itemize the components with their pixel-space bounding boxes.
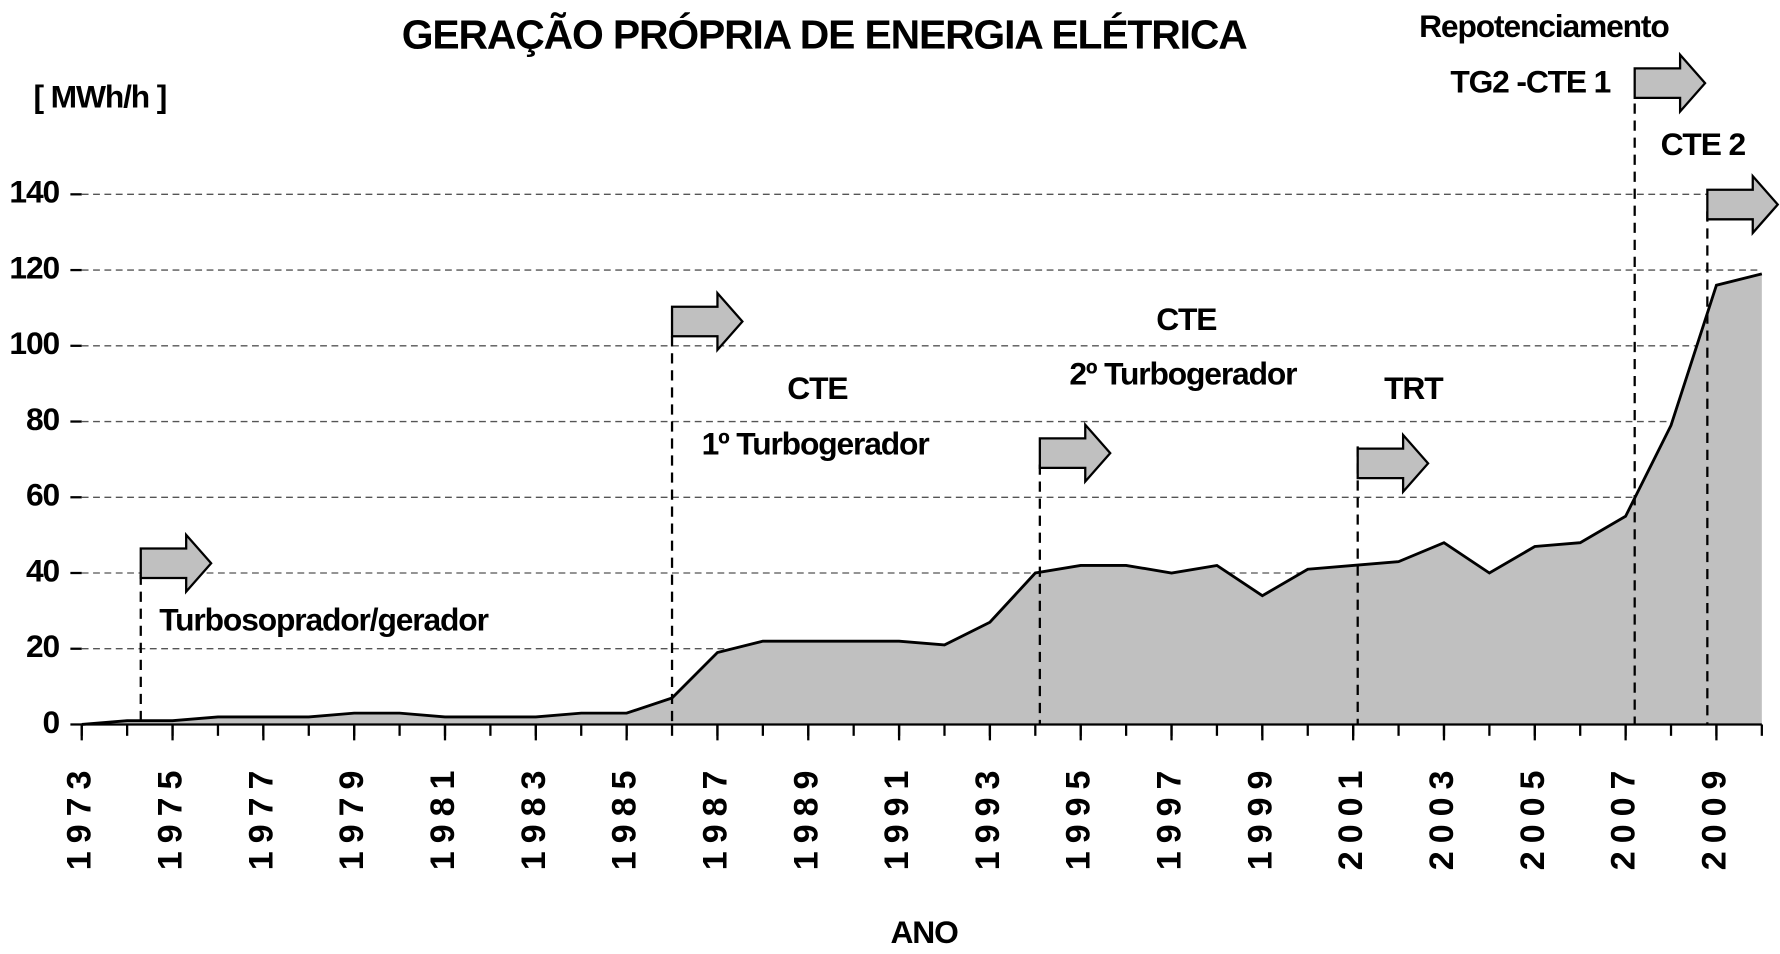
annotation-text: CTE [1156, 301, 1216, 337]
annotation-text: Repotenciamento [1419, 8, 1669, 44]
x-tick-label: 1989 [787, 763, 825, 871]
x-tick-label: 2009 [1695, 763, 1733, 871]
x-tick-label: 1985 [606, 763, 644, 871]
x-tick-label: 1991 [878, 763, 916, 871]
y-tick-label: 80 [26, 401, 60, 437]
line [81, 272, 1763, 726]
x-tick-label: 1995 [1060, 763, 1098, 871]
y-tick-label: 100 [9, 325, 59, 361]
y-tick-label: 40 [26, 552, 60, 588]
y-tick-label: 140 [9, 174, 59, 210]
y-tick-label: 20 [26, 628, 60, 664]
area [81, 273, 1762, 725]
annotation-text: 1º Turbogerador [702, 426, 930, 462]
y-tick-label: 0 [42, 704, 59, 740]
annotation-text: Turbosoprador/gerador [159, 602, 488, 638]
y-axis-label: [ MWh/h ] [34, 78, 167, 114]
event-arrow [1706, 173, 1780, 236]
x-tick-label: 1983 [515, 763, 553, 871]
x-tick-label: 1999 [1241, 763, 1279, 871]
x-tick-label: 1987 [696, 763, 734, 871]
y-tick-label: 60 [26, 477, 60, 513]
annotation-text: CTE [787, 370, 847, 406]
annotation-text: 2º Turbogerador [1069, 355, 1297, 391]
x-tick-label: 1997 [1151, 763, 1189, 871]
x-tick-label: 1979 [333, 763, 371, 871]
chart-title: GERAÇÃO PRÓPRIA DE ENERGIA ELÉTRICA [402, 11, 1247, 57]
annotation-text: TG2 -CTE 1 [1450, 64, 1610, 100]
x-axis-label: ANO [890, 914, 958, 950]
x-tick-label: 1981 [424, 763, 462, 871]
event-arrow [139, 531, 213, 595]
event-arrow [1356, 431, 1430, 495]
x-tick-label: 1977 [242, 763, 280, 871]
annotation-text: CTE 2 [1661, 126, 1746, 162]
event-arrow [670, 290, 744, 353]
x-tick-label: 2007 [1605, 763, 1643, 871]
x-tick-label: 1973 [61, 763, 99, 871]
event-arrow [1038, 421, 1112, 485]
x-tick-label: 1975 [152, 763, 190, 871]
x-tick-label: 1993 [969, 763, 1007, 871]
x-tick-label: 2001 [1332, 763, 1370, 871]
x-tick-label: 2003 [1423, 763, 1461, 871]
x-tick-label: 2005 [1514, 763, 1552, 871]
event-arrow [1633, 51, 1707, 115]
y-tick-label: 120 [9, 249, 59, 285]
annotation-text: TRT [1384, 370, 1444, 406]
